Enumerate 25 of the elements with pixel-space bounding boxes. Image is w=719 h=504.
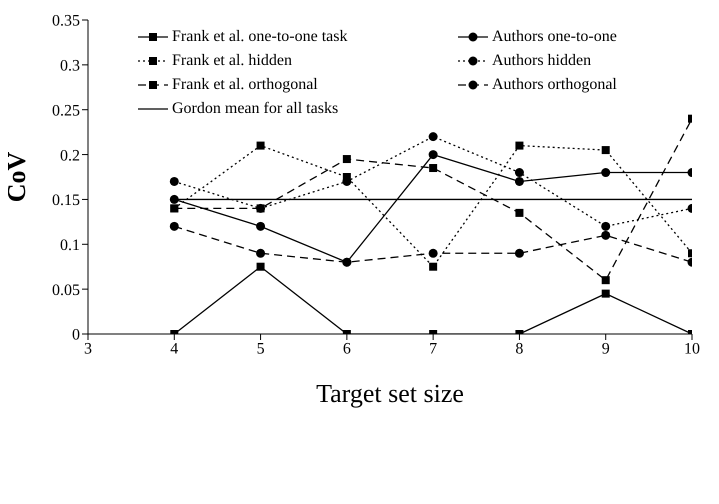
x-tick-label: 5 bbox=[256, 340, 265, 358]
x-tick-label: 10 bbox=[684, 340, 700, 358]
y-tick-label: 0.05 bbox=[52, 282, 80, 299]
y-tick-label: 0.3 bbox=[60, 58, 80, 75]
x-axis-title: Target set size bbox=[316, 379, 464, 408]
y-tick-label: 0.2 bbox=[60, 147, 80, 164]
y-tick-label: 0 bbox=[72, 326, 80, 344]
x-tick-label: 6 bbox=[342, 340, 351, 358]
x-tick-label: 7 bbox=[429, 340, 438, 358]
y-tick-label: 0.35 bbox=[52, 12, 80, 30]
y-tick-label: 0.25 bbox=[52, 102, 80, 120]
y-axis-title: CoV bbox=[2, 152, 32, 202]
legend-label: Gordon mean for all tasks bbox=[172, 100, 338, 118]
legend-label: Frank et al. orthogonal bbox=[172, 76, 318, 94]
x-tick-label: 3 bbox=[84, 340, 92, 358]
x-tick-label: 4 bbox=[170, 340, 178, 358]
legend-label: Authors one-to-one bbox=[492, 28, 617, 46]
legend-label: Frank et al. hidden bbox=[172, 52, 292, 70]
legend-label: Authors hidden bbox=[492, 52, 592, 70]
legend-label: Authors orthogonal bbox=[492, 76, 617, 94]
y-tick-label: 0.15 bbox=[52, 192, 80, 210]
x-tick-label: 8 bbox=[515, 340, 524, 358]
y-tick-label: 0.1 bbox=[60, 236, 80, 254]
legend-label: Frank et al. one-to-one task bbox=[172, 28, 348, 46]
x-tick-label: 9 bbox=[602, 340, 610, 358]
